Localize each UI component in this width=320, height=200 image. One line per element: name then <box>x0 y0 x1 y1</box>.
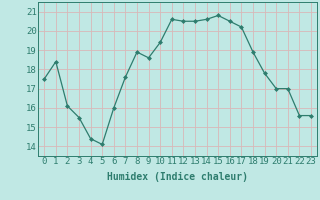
X-axis label: Humidex (Indice chaleur): Humidex (Indice chaleur) <box>107 172 248 182</box>
